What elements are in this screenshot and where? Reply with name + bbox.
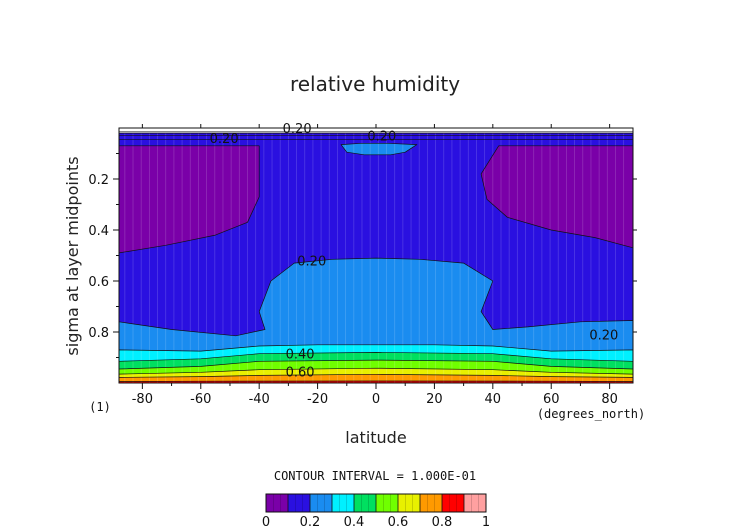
colorbar-label-1: 0.2 <box>300 515 321 530</box>
contour-label-4: 0.20 <box>589 329 618 344</box>
contour-region-1 <box>119 145 260 253</box>
x-tick-label-7: 60 <box>543 392 560 407</box>
x-tick-label-3: -20 <box>307 392 328 407</box>
colorbar-label-3: 0.6 <box>388 515 409 530</box>
colorbar-swatch-9 <box>464 494 486 512</box>
contour-line-2 <box>480 145 634 249</box>
contour-line-4 <box>340 142 418 156</box>
y-tick-label-2: 0.6 <box>88 275 109 290</box>
colorbar-swatch-6 <box>398 494 420 512</box>
colorbar-tick-labels: 0 0.2 0.4 0.6 0.8 1 <box>262 515 490 530</box>
y-tick-label-0: 0.2 <box>88 173 109 188</box>
contour-line-3 <box>118 257 634 384</box>
contour-interval-text: CONTOUR INTERVAL = 1.000E-01 <box>274 469 476 483</box>
colorbar <box>265 493 487 513</box>
colorbar-label-2: 0.4 <box>344 515 365 530</box>
x-tick-label-8: 80 <box>601 392 618 407</box>
y-tick-label-1: 0.4 <box>88 224 109 239</box>
contour-line-1 <box>118 145 260 254</box>
y-tick-label-3: 0.8 <box>88 326 109 341</box>
x-axis-units: (degrees_north) <box>537 407 645 421</box>
x-tick-label-6: 40 <box>485 392 502 407</box>
colorbar-swatch-5 <box>376 494 398 512</box>
contour-label-0: 0.20 <box>210 132 239 147</box>
x-axis-ticks: -80 -60 -40 -20 0 20 40 60 80 <box>132 124 618 407</box>
x-tick-label-4: 0 <box>372 392 380 407</box>
vertical-grid-lines <box>124 128 625 383</box>
colorbar-swatch-2 <box>310 494 332 512</box>
contour-label-3: 0.20 <box>297 255 326 270</box>
colorbar-swatch-7 <box>420 494 442 512</box>
colorbar-swatch-0 <box>266 494 288 512</box>
contour-label-6: 0.60 <box>286 366 315 381</box>
chart-title: relative humidity <box>290 72 460 96</box>
colorbar-label-4: 0.8 <box>432 515 453 530</box>
colorbar-label-0: 0 <box>262 515 270 530</box>
contour-label-1: 0.20 <box>283 122 312 137</box>
x-tick-label-2: -40 <box>249 392 270 407</box>
contour-label-2: 0.20 <box>367 130 396 145</box>
contour-region-4 <box>341 143 417 155</box>
y-axis-units: (1) <box>89 400 111 414</box>
contour-labels: 0.20 0.20 0.20 0.20 0.20 0.40 0.60 <box>210 122 619 381</box>
y-axis-ticks: 0.2 0.4 0.6 0.8 <box>88 153 637 358</box>
colorbar-swatch-1 <box>288 494 310 512</box>
x-axis-label: latitude <box>345 428 406 447</box>
colorbar-swatch-4 <box>354 494 376 512</box>
colorbar-swatch-8 <box>442 494 464 512</box>
colorbar-swatch-3 <box>332 494 354 512</box>
y-axis-label: sigma at layer midpoints <box>63 156 82 355</box>
contour-label-5: 0.40 <box>286 348 315 363</box>
x-tick-label-5: 20 <box>426 392 443 407</box>
x-tick-label-0: -80 <box>132 392 153 407</box>
x-tick-label-1: -60 <box>190 392 211 407</box>
colorbar-label-5: 1 <box>482 515 490 530</box>
contour-region-2 <box>481 145 633 248</box>
